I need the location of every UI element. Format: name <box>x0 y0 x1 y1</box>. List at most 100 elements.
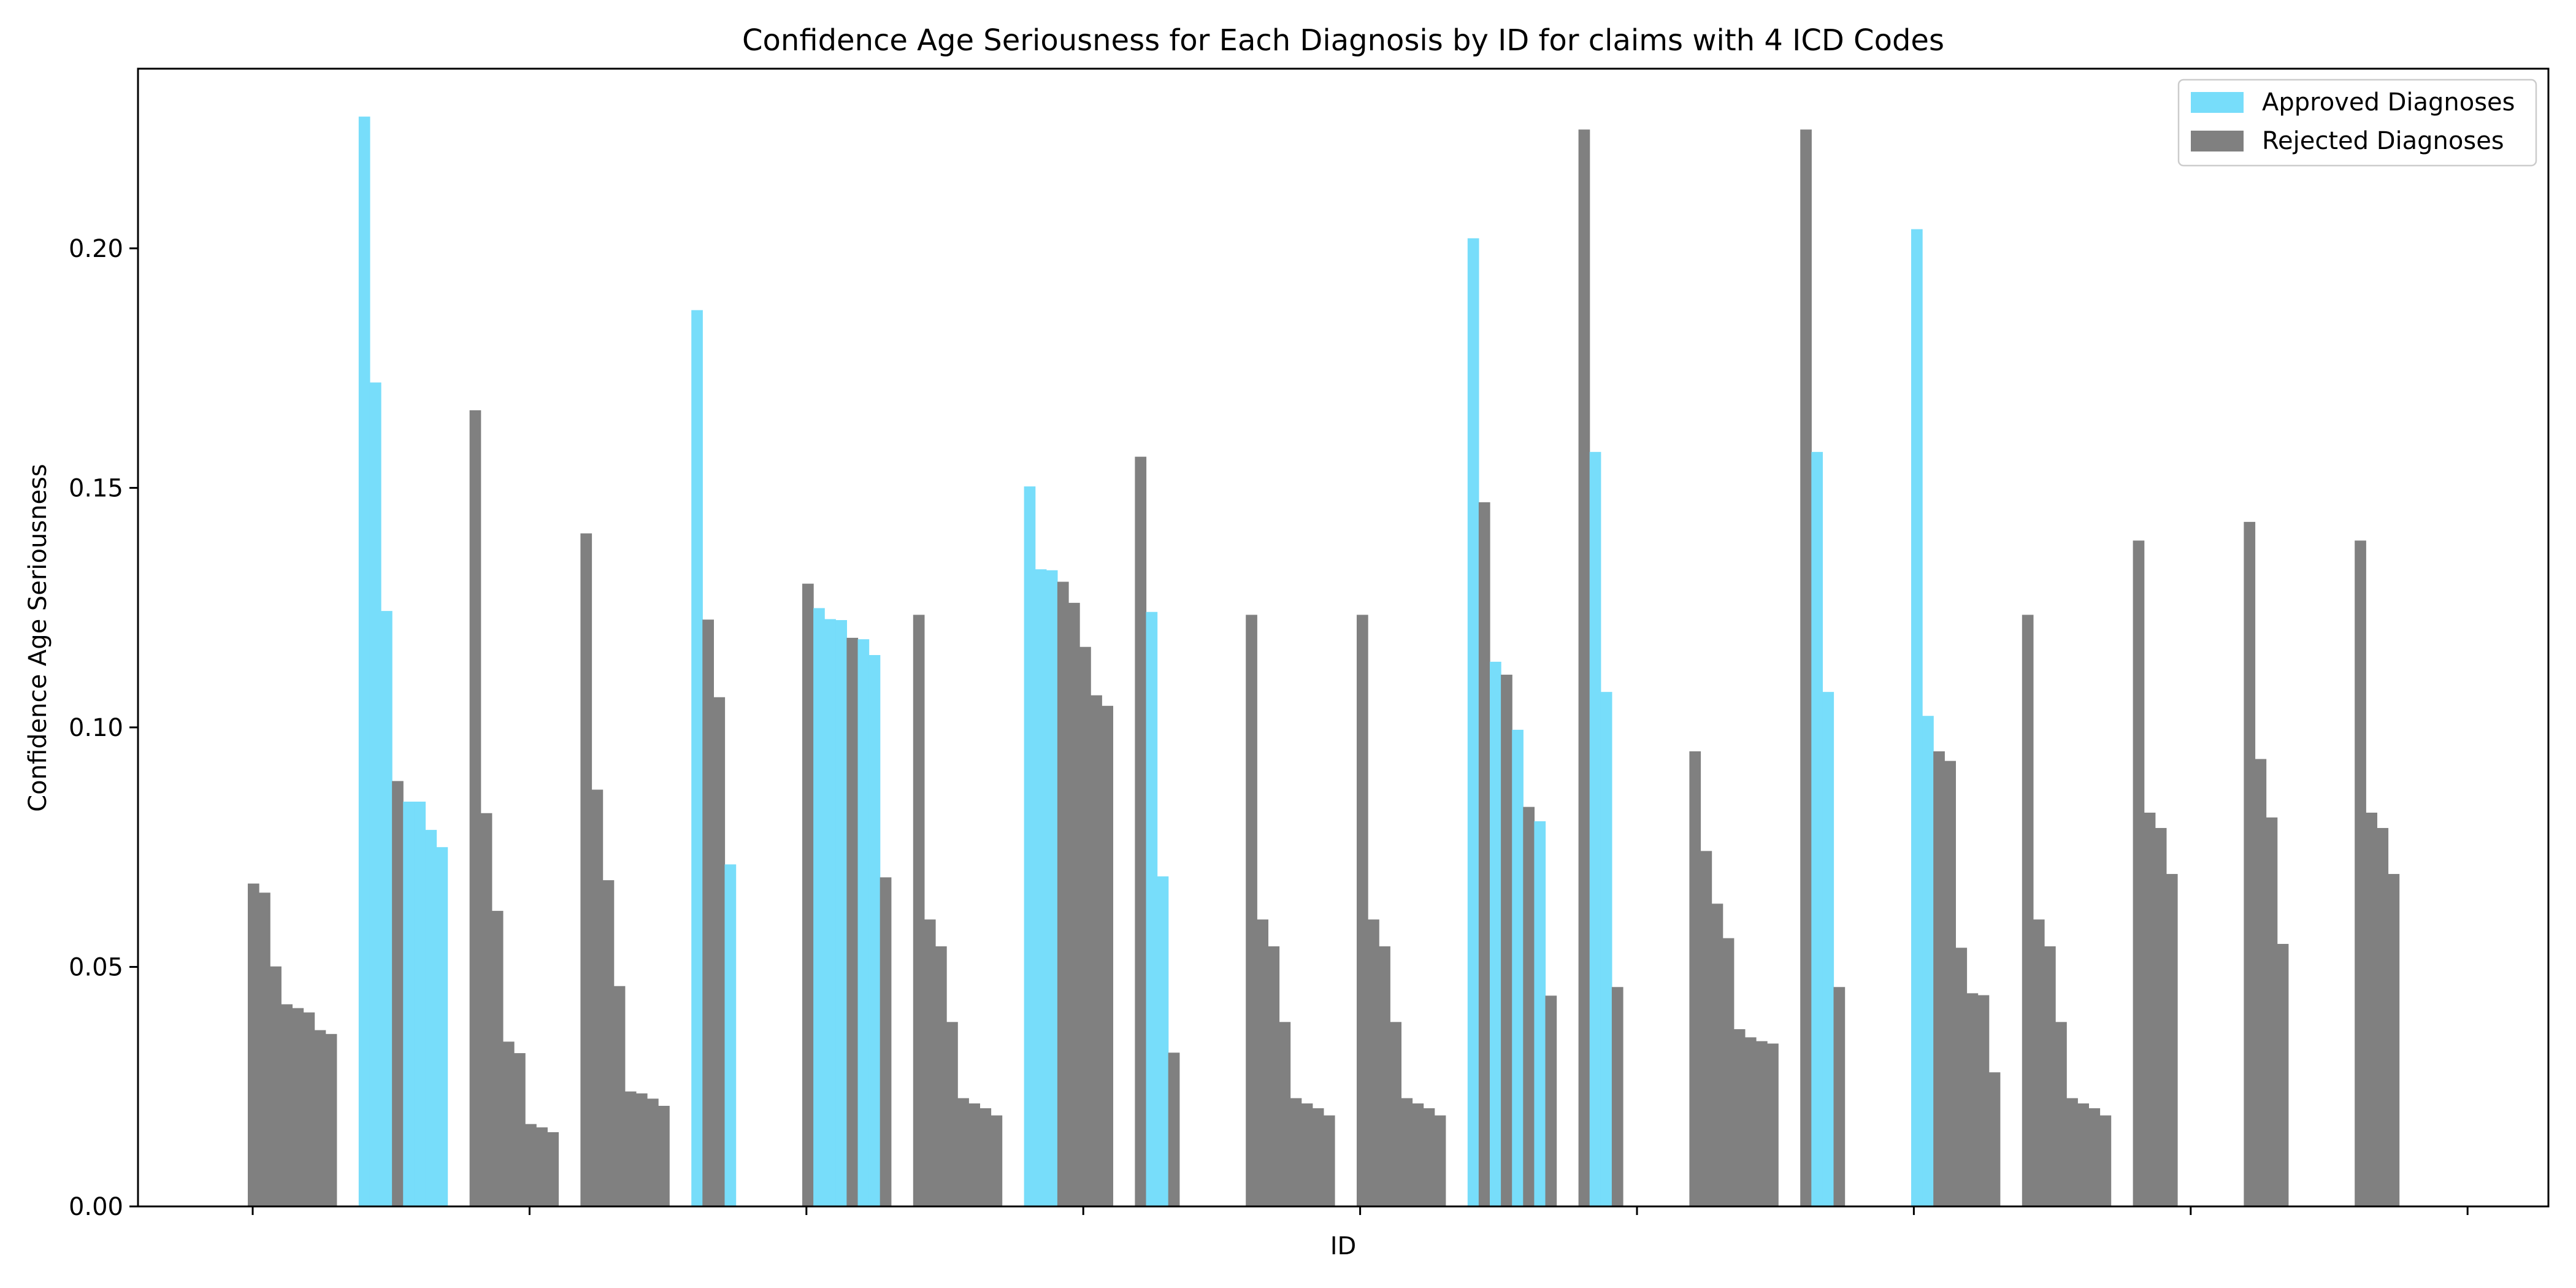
bar-group-1-bar-5 <box>292 1008 304 1206</box>
bar-group-12-bar-5 <box>1512 729 1524 1206</box>
bar-group-7-bar-7 <box>979 1108 992 1206</box>
bar-group-17-bar-3 <box>2044 946 2056 1206</box>
bar-group-13-bar-1 <box>1578 129 1590 1207</box>
bar-group-7-bar-8 <box>991 1115 1003 1206</box>
plot-frame <box>137 67 2550 1208</box>
bar-group-6-bar-3 <box>824 619 836 1206</box>
bar-group-4-bar-2 <box>591 789 604 1206</box>
bar-group-1-bar-2 <box>259 892 270 1206</box>
bar-group-17-bar-4 <box>2055 1022 2067 1206</box>
bar-group-15-bar-1 <box>1800 129 1812 1207</box>
bar-group-8-bar-8 <box>1102 705 1113 1206</box>
bar-group-19-bar-1 <box>2244 521 2256 1206</box>
bar-group-10-bar-2 <box>1257 919 1268 1206</box>
y-tick-label: 0.00 <box>69 1193 123 1221</box>
bar-group-8-bar-2 <box>1035 569 1047 1207</box>
bar-group-6-bar-1 <box>802 583 814 1206</box>
y-tick-label: 0.20 <box>69 235 123 263</box>
bar-group-5-bar-1 <box>691 310 703 1206</box>
bar-group-4-bar-7 <box>647 1098 659 1206</box>
legend-label-rejected: Rejected Diagnoses <box>2262 127 2504 155</box>
bar-group-4-bar-3 <box>602 880 615 1206</box>
bar-group-13-bar-3 <box>1600 692 1612 1206</box>
bar-group-12-bar-8 <box>1545 995 1557 1206</box>
bar-group-12-bar-7 <box>1534 821 1546 1206</box>
bar-group-8-bar-4 <box>1057 581 1069 1206</box>
bar-group-18-bar-1 <box>2133 540 2145 1206</box>
bar-group-20-bar-1 <box>2355 540 2366 1206</box>
bar-group-16-bar-1 <box>1911 229 1923 1206</box>
bar-group-8-bar-1 <box>1024 486 1036 1206</box>
bar-group-18-bar-2 <box>2144 812 2156 1206</box>
bar-group-14-bar-8 <box>1767 1043 1779 1206</box>
bar-group-2-bar-1 <box>358 117 370 1207</box>
legend: Approved Diagnoses Rejected Diagnoses <box>2177 79 2537 167</box>
bar-group-14-bar-5 <box>1733 1029 1746 1206</box>
bar-group-2-bar-3 <box>381 611 393 1206</box>
bars-layer <box>248 117 2400 1207</box>
legend-swatch-rejected <box>2191 131 2244 151</box>
bar-group-2-bar-5 <box>403 802 415 1206</box>
bar-group-10-bar-4 <box>1279 1022 1291 1206</box>
bar-group-3-bar-8 <box>547 1132 559 1206</box>
bar-group-19-bar-4 <box>2277 943 2289 1206</box>
bar-group-15-bar-4 <box>1833 987 1846 1206</box>
bar-group-4-bar-4 <box>613 986 626 1206</box>
bar-group-2-bar-6 <box>414 802 426 1206</box>
bar-group-12-bar-3 <box>1490 661 1501 1206</box>
bar-group-1-bar-8 <box>325 1033 337 1206</box>
bar-group-17-bar-2 <box>2033 919 2045 1206</box>
bar-group-16-bar-7 <box>1977 995 1990 1206</box>
bar-group-6-bar-4 <box>835 619 847 1206</box>
bar-group-20-bar-2 <box>2366 812 2377 1206</box>
bar-group-4-bar-5 <box>624 1091 637 1206</box>
bar-group-20-bar-4 <box>2388 873 2400 1206</box>
x-axis-label: ID <box>1330 1232 1357 1260</box>
legend-label-approved: Approved Diagnoses <box>2262 88 2515 117</box>
bar-group-3-bar-6 <box>525 1124 537 1206</box>
bar-group-14-bar-6 <box>1744 1037 1757 1206</box>
bar-group-16-bar-5 <box>1955 948 1968 1206</box>
bar-group-11-bar-5 <box>1401 1098 1413 1206</box>
bar-group-2-bar-8 <box>436 847 448 1206</box>
y-tick-label: 0.05 <box>69 953 123 981</box>
bar-group-17-bar-7 <box>2088 1108 2101 1206</box>
bar-group-6-bar-5 <box>846 637 859 1206</box>
bar-group-6-bar-2 <box>813 608 825 1206</box>
legend-frame <box>2177 79 2537 167</box>
y-axis: 0.00 0.05 0.10 0.15 0.20 <box>69 235 138 1221</box>
bar-group-20-bar-3 <box>2377 827 2389 1206</box>
bar-group-4-bar-1 <box>580 533 592 1206</box>
bar-group-11-bar-2 <box>1368 919 1379 1206</box>
bar-group-16-bar-2 <box>1922 716 1934 1206</box>
bar-group-7-bar-4 <box>946 1022 958 1206</box>
bar-group-10-bar-7 <box>1312 1108 1324 1206</box>
bar-group-8-bar-6 <box>1079 646 1091 1206</box>
bar-group-11-bar-4 <box>1390 1022 1401 1206</box>
bar-group-9-bar-2 <box>1146 611 1158 1206</box>
bar-group-9-bar-1 <box>1135 456 1147 1206</box>
bar-group-16-bar-4 <box>1944 761 1956 1206</box>
bar-group-1-bar-7 <box>314 1030 326 1206</box>
bar-group-14-bar-3 <box>1711 903 1723 1206</box>
bar-group-2-bar-7 <box>425 830 437 1206</box>
bar-group-8-bar-5 <box>1068 602 1080 1206</box>
bar-group-1-bar-1 <box>248 883 259 1206</box>
bar-group-11-bar-3 <box>1379 946 1390 1206</box>
bar-group-9-bar-4 <box>1168 1052 1180 1206</box>
bar-group-12-bar-1 <box>1467 238 1479 1206</box>
bar-group-14-bar-4 <box>1722 938 1735 1206</box>
bar-group-15-bar-2 <box>1811 451 1823 1206</box>
bar-group-11-bar-6 <box>1412 1103 1424 1206</box>
bar-group-3-bar-1 <box>469 410 481 1206</box>
bar-group-6-bar-8 <box>880 877 892 1206</box>
bar-group-6-bar-6 <box>857 639 870 1206</box>
bar-group-7-bar-1 <box>913 615 925 1206</box>
bar-group-12-bar-4 <box>1501 675 1512 1206</box>
bar-group-10-bar-1 <box>1246 615 1257 1206</box>
bar-group-14-bar-2 <box>1700 851 1712 1206</box>
bar-group-12-bar-6 <box>1523 807 1535 1206</box>
y-tick-label: 0.10 <box>69 714 123 742</box>
bar-group-19-bar-3 <box>2266 817 2278 1206</box>
